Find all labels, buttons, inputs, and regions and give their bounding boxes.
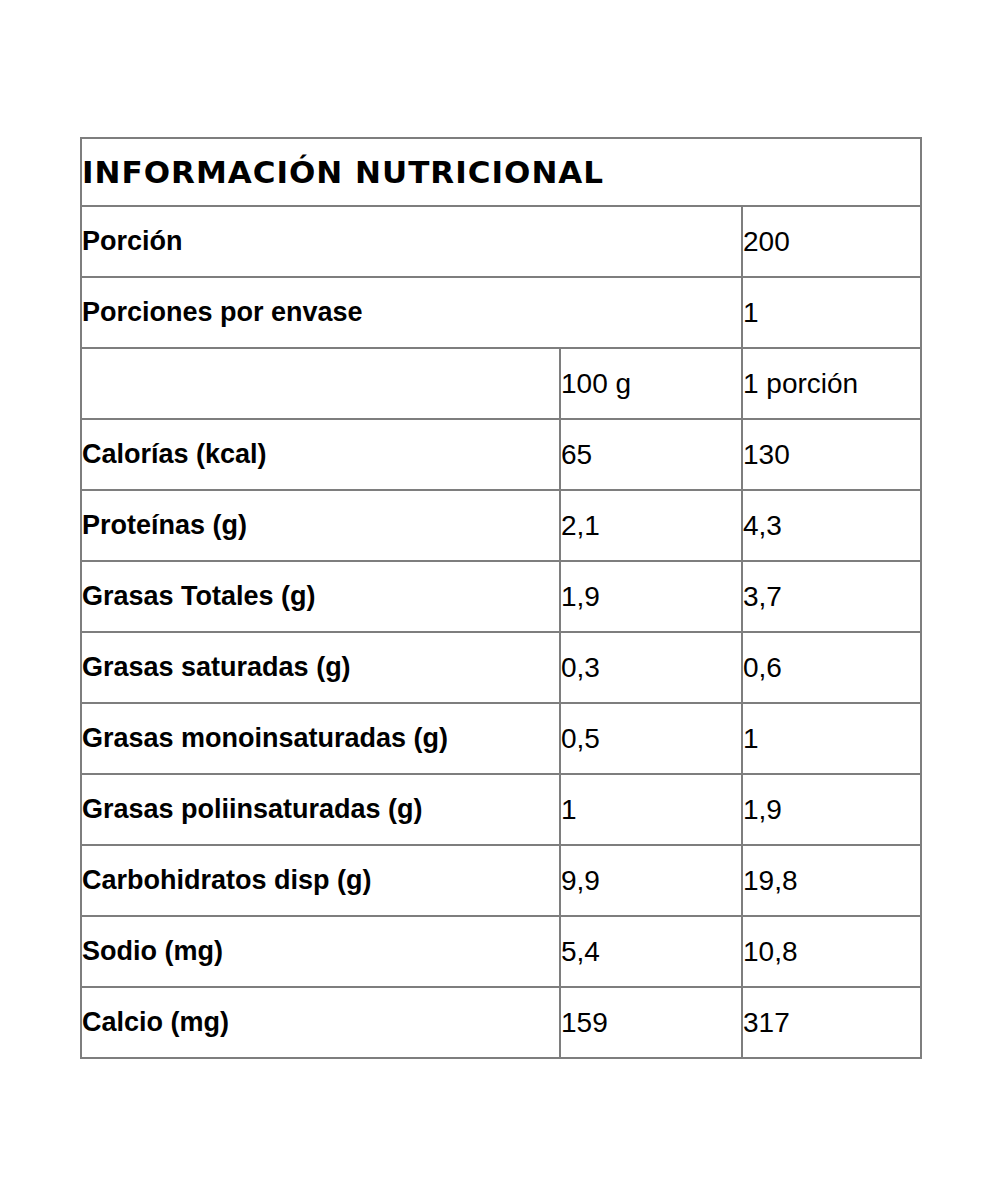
row-value-grasas-saturadas-100g: 0,3 [560, 632, 742, 703]
row-value-porciones-por-envase: 1 [742, 277, 921, 348]
row-label-calcio: Calcio (mg) [81, 987, 560, 1058]
row-label-grasas-saturadas: Grasas saturadas (g) [81, 632, 560, 703]
row-value-grasas-monoinsaturadas-porcion: 1 [742, 703, 921, 774]
table-row: Grasas monoinsaturadas (g) 0,5 1 [81, 703, 921, 774]
row-value-grasas-totales-100g: 1,9 [560, 561, 742, 632]
row-value-sodio-porcion: 10,8 [742, 916, 921, 987]
row-value-calcio-100g: 159 [560, 987, 742, 1058]
column-header-empty [81, 348, 560, 419]
row-value-grasas-poliinsaturadas-100g: 1 [560, 774, 742, 845]
row-label-proteinas: Proteínas (g) [81, 490, 560, 561]
row-value-grasas-monoinsaturadas-100g: 0,5 [560, 703, 742, 774]
table-row: Grasas Totales (g) 1,9 3,7 [81, 561, 921, 632]
table-row: Carbohidratos disp (g) 9,9 19,8 [81, 845, 921, 916]
table-row: INFORMACIÓN NUTRICIONAL [81, 138, 921, 206]
table-row: Proteínas (g) 2,1 4,3 [81, 490, 921, 561]
table-title: INFORMACIÓN NUTRICIONAL [81, 138, 921, 206]
table-row: Grasas saturadas (g) 0,3 0,6 [81, 632, 921, 703]
row-value-calorias-porcion: 130 [742, 419, 921, 490]
table-row: Calcio (mg) 159 317 [81, 987, 921, 1058]
row-value-calcio-porcion: 317 [742, 987, 921, 1058]
table-row: Sodio (mg) 5,4 10,8 [81, 916, 921, 987]
row-value-grasas-saturadas-porcion: 0,6 [742, 632, 921, 703]
row-value-grasas-totales-porcion: 3,7 [742, 561, 921, 632]
column-header-1-porcion: 1 porción [742, 348, 921, 419]
row-label-porciones-por-envase: Porciones por envase [81, 277, 742, 348]
row-value-grasas-poliinsaturadas-porcion: 1,9 [742, 774, 921, 845]
row-value-sodio-100g: 5,4 [560, 916, 742, 987]
row-value-calorias-100g: 65 [560, 419, 742, 490]
table-row: Porción 200 [81, 206, 921, 277]
table-row: Calorías (kcal) 65 130 [81, 419, 921, 490]
row-value-porcion: 200 [742, 206, 921, 277]
table-header-row: 100 g 1 porción [81, 348, 921, 419]
row-label-grasas-poliinsaturadas: Grasas poliinsaturadas (g) [81, 774, 560, 845]
row-value-proteinas-porcion: 4,3 [742, 490, 921, 561]
row-label-carbohidratos-disp: Carbohidratos disp (g) [81, 845, 560, 916]
row-label-sodio: Sodio (mg) [81, 916, 560, 987]
nutrition-table: INFORMACIÓN NUTRICIONAL Porción 200 Porc… [80, 137, 922, 1059]
row-label-grasas-monoinsaturadas: Grasas monoinsaturadas (g) [81, 703, 560, 774]
table-row: Grasas poliinsaturadas (g) 1 1,9 [81, 774, 921, 845]
row-label-grasas-totales: Grasas Totales (g) [81, 561, 560, 632]
table-row: Porciones por envase 1 [81, 277, 921, 348]
column-header-100g: 100 g [560, 348, 742, 419]
row-value-proteinas-100g: 2,1 [560, 490, 742, 561]
row-label-porcion: Porción [81, 206, 742, 277]
row-value-carbohidratos-disp-100g: 9,9 [560, 845, 742, 916]
row-value-carbohidratos-disp-porcion: 19,8 [742, 845, 921, 916]
nutrition-label-page: INFORMACIÓN NUTRICIONAL Porción 200 Porc… [0, 0, 1000, 1200]
row-label-calorias: Calorías (kcal) [81, 419, 560, 490]
